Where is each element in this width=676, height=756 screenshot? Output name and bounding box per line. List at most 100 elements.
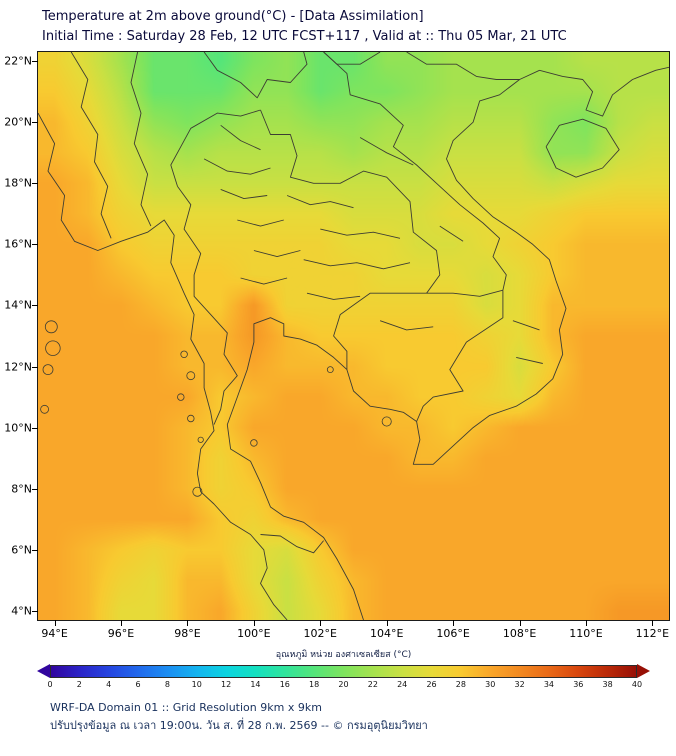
border-thailand-laos-line [260,109,441,294]
colorbar-tick-label: 30 [485,680,496,689]
island-outline [192,486,203,497]
x-axis-tick-label: 96°E [107,627,135,640]
header: Temperature at 2m above ground(°C) - [Da… [0,0,676,46]
thai-province-3-line [220,188,268,200]
thai-province-1-line [220,124,261,151]
colorbar-tick-label: 20 [338,680,349,689]
thai-province-9-line [303,259,411,270]
vietnam-internal-1-line [439,225,464,242]
colorbar-tick-label: 32 [514,680,525,689]
y-axis-tick-mark [32,549,38,551]
x-axis-tick-label: 110°E [569,627,603,640]
x-axis-tick-label: 102°E [303,627,338,640]
y-axis-tick-mark [32,366,38,368]
colorbar-tick-label: 28 [455,680,466,689]
y-axis-tick-mark [32,122,38,124]
country-borders-overlay [38,52,669,620]
thai-province-2-line [203,158,271,175]
y-axis-tick-label: 22°N [4,54,32,68]
colorbar-tick-label: 26 [426,680,437,689]
temperature-field-canvas [38,52,669,620]
coast-gulf-vietnam-line [226,69,567,620]
x-axis-tick-mark [187,620,189,626]
island-outline [187,414,195,423]
y-axis-tick-label: 4°N [11,604,32,618]
y-axis-tick-mark [32,427,38,429]
x-axis-tick-mark [320,620,322,626]
x-axis-tick-label: 98°E [174,627,201,640]
y-axis-tick-label: 8°N [11,482,32,496]
y-axis-tick-mark [32,488,38,490]
laos-internal-1-line [359,137,414,166]
colorbar [37,664,650,678]
border-china-vietnam-west-line [323,52,381,65]
y-axis-tick-mark [32,305,38,307]
footer: WRF-DA Domain 01 :: Grid Resolution 9km … [50,699,676,735]
island-outline [45,340,61,356]
coast-west-myanmar-peninsula-line [38,112,288,620]
colorbar-tick-label: 40 [631,680,643,689]
island-outline [177,393,185,401]
x-axis-tick-label: 94°E [41,627,68,640]
colorbar-tick-label: 6 [135,680,141,689]
thai-province-8-line [320,228,401,239]
hainan-island-line [545,118,620,178]
x-axis-tick-mark [386,620,388,626]
island-outline [186,371,196,381]
colorbar-label: อุณหภูมิ หน่วย องศาเซลเซียส (°C) [275,650,412,660]
y-axis-tick-label: 6°N [11,543,32,557]
x-axis-tick-label: 100°E [237,627,271,640]
border-thailand-cambodia-line [333,292,427,370]
island-outline [42,364,54,376]
cambodia-internal-1-line [379,320,434,331]
x-axis-tick-label: 104°E [369,627,404,640]
y-axis-tick-label: 14°N [4,298,32,312]
myanmar-internal-2-line [130,52,152,227]
y-axis-tick-mark [32,183,38,185]
island-outline [197,436,204,443]
y-axis-tick-label: 20°N [4,115,32,129]
x-axis-tick-mark [652,620,654,626]
x-axis-tick-mark [253,620,255,626]
colorbar-tick-label: 18 [309,680,320,689]
y-axis-tick-mark [32,610,38,612]
border-cambodia-laos-line [426,289,504,297]
footer-update-info: ปรับปรุงข้อมูล ณ เวลา 19:00น. วัน ส. ที่… [50,719,428,733]
colorbar-tick-label: 22 [367,680,378,689]
x-axis-tick-label: 106°E [436,627,470,640]
colorbar-tick-label: 14 [250,680,261,689]
colorbar-tick-label: 4 [106,680,112,689]
map-title: Temperature at 2m above ground(°C) - [Da… [42,9,424,24]
x-axis-tick-mark [121,620,123,626]
colorbar-tick-labels: 0 2 4 6 8 10 12 14 16 18 20 22 24 26 28 30 32 34 36 38 40 [47,678,642,691]
myanmar-internal-1-line [70,52,112,239]
island-outline [44,320,58,334]
colorbar-tick-label: 16 [279,680,290,689]
y-axis-tick-label: 18°N [4,176,32,190]
x-axis-tick-mark [453,620,455,626]
vietnam-internal-3-line [516,356,543,364]
x-axis-tick-label: 108°E [502,627,537,640]
thai-province-10-line [306,292,361,300]
colorbar-tick-label: 36 [573,680,584,689]
colorbar-left-arrow [37,664,50,678]
island-outline [326,366,334,374]
colorbar-gradient [50,664,637,678]
island-outline [250,439,258,447]
island-outline [381,416,392,427]
footer-domain-info: WRF-DA Domain 01 :: Grid Resolution 9km … [50,701,322,714]
thai-province-4-line [237,219,284,227]
y-axis-tick-label: 12°N [4,360,32,374]
border-cambodia-vietnam-line [416,290,504,422]
colorbar-tick-label: 8 [164,680,170,689]
map-plot-area: 94°E 96°E 98°E 100°E 102°E 104°E 106°E 108°E 110… [4,51,670,640]
y-axis-tick-mark [32,61,38,63]
colorbar-tick-label: 0 [47,680,53,689]
border-myanmar-thailand-line [177,186,238,425]
x-axis-tick-mark [54,620,56,626]
border-china-vietnam-east-line [406,52,520,80]
y-axis-tick-label: 10°N [4,421,32,435]
coast-south-china-line [539,66,669,117]
border-myanmar-thailand-north-line [170,109,261,187]
thai-province-7-line [286,195,354,209]
